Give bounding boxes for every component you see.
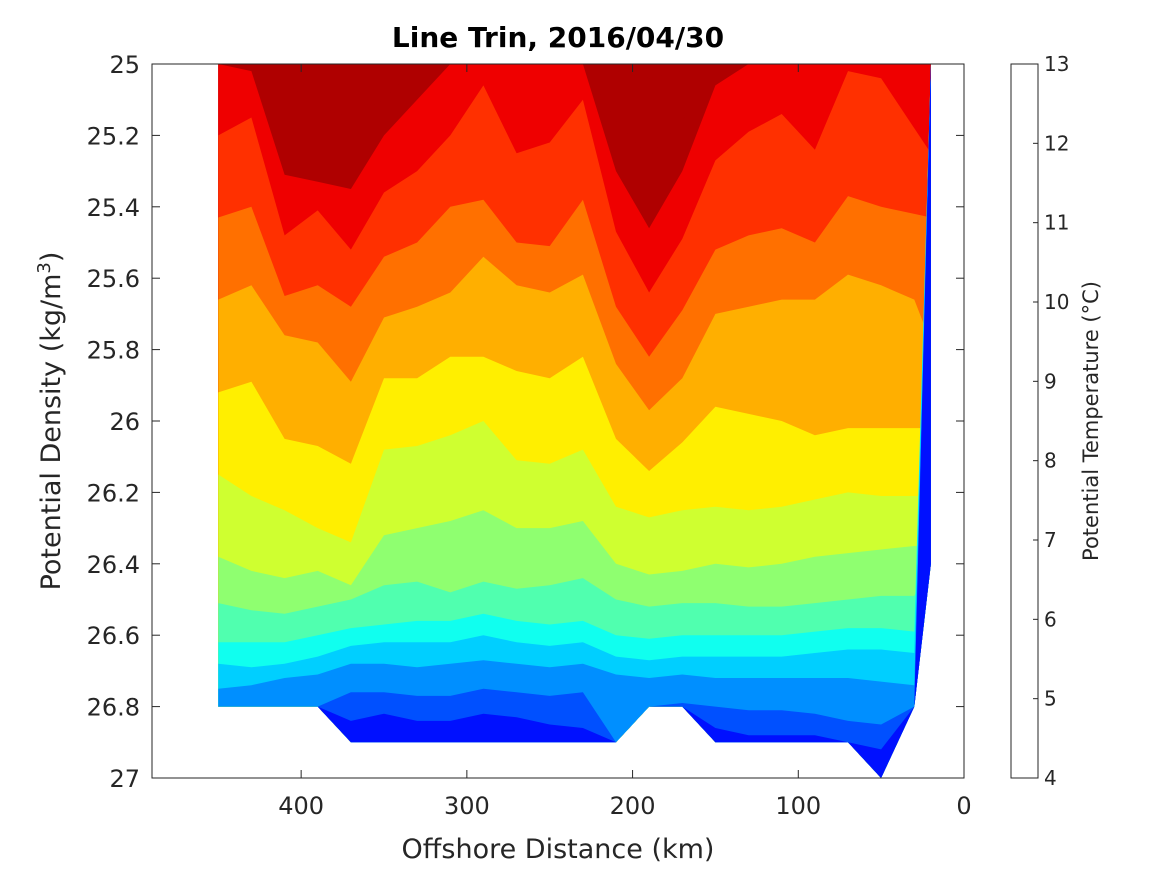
x-tick-label: 200 <box>610 792 656 820</box>
y-tick-label: 25.2 <box>87 122 140 150</box>
contour-band-below-6-5 <box>218 64 931 778</box>
colorbar-tick-label: 11 <box>1044 211 1069 235</box>
colorbar-tick-label: 4 <box>1044 766 1057 790</box>
x-tick-label: 100 <box>775 792 821 820</box>
colorbar-label: Potential Temperature (°C) <box>1079 281 1103 561</box>
colorbar-frame <box>1010 63 1039 779</box>
y-axis-label-main: Potential Density (kg/m <box>36 274 67 591</box>
y-axis-label-superscript: 3 <box>34 262 55 273</box>
y-tick-label: 26 <box>109 408 140 436</box>
colorbar-tick-label: 8 <box>1044 449 1057 473</box>
y-axis-label: Potential Density (kg/m3) <box>34 252 68 591</box>
contour-fill-layer <box>218 64 931 779</box>
colorbar: 4 5 6 7 8 9 10 11 12 13 <box>1010 52 1069 790</box>
x-tick-label: 300 <box>444 792 490 820</box>
y-tick-label: 26.6 <box>87 622 140 650</box>
y-tick-label: 25.8 <box>87 337 140 365</box>
y-tick-label: 25.6 <box>87 265 140 293</box>
y-tick-label: 27 <box>109 765 140 793</box>
colorbar-tick-label: 9 <box>1044 369 1057 393</box>
colorbar-tick-label: 13 <box>1044 52 1069 76</box>
y-tick-label: 26.4 <box>87 551 140 579</box>
chart-title: Line Trin, 2016/04/30 <box>392 21 724 54</box>
y-tick-label: 26.8 <box>87 694 140 722</box>
colorbar-tick-label: 10 <box>1044 290 1069 314</box>
colorbar-tick-label: 12 <box>1044 131 1069 155</box>
x-axis: 400 300 200 100 0 <box>278 64 972 820</box>
y-tick-label: 25.4 <box>87 194 140 222</box>
colorbar-tick-label: 7 <box>1044 528 1057 552</box>
y-axis: 25 25.2 25.4 25.6 25.8 26 26.2 26.4 26.6 26.8 27 <box>87 51 964 793</box>
colorbar-tick-label: 6 <box>1044 607 1057 631</box>
x-tick-label: 400 <box>278 792 324 820</box>
y-axis-label-suffix: ) <box>36 252 67 263</box>
colorbar-tick-label: 5 <box>1044 687 1057 711</box>
x-axis-label: Offshore Distance (km) <box>402 834 715 865</box>
y-tick-label: 25 <box>109 51 140 79</box>
x-tick-label: 0 <box>956 792 971 820</box>
y-tick-label: 26.2 <box>87 479 140 507</box>
